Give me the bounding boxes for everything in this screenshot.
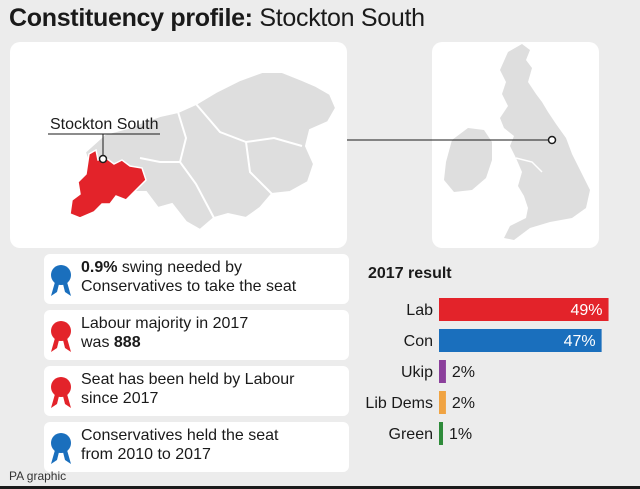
fact-held-labour: Seat has been held by Labour since 2017: [44, 366, 349, 416]
title-constituency: Stockton South: [252, 4, 425, 32]
rosette-icon: [51, 265, 71, 296]
fact-line-1: swing needed by: [117, 259, 242, 276]
bottom-rule: [0, 486, 640, 489]
fact-line-2: from 2010 to 2017: [81, 446, 211, 463]
bar-ukip: [439, 360, 446, 383]
rosette-icon: [51, 433, 71, 464]
fact-text: Conservatives held the seat from 2010 to …: [81, 426, 278, 464]
rosette-disc: [51, 433, 71, 453]
bar-value-label: 47%: [564, 333, 596, 350]
rosette-ribbon: [51, 338, 71, 352]
fact-text: 0.9% swing needed by Conservatives to tak…: [81, 258, 296, 296]
fact-held-conservatives: Conservatives held the seat from 2010 to …: [44, 422, 349, 472]
great-britain-shape: [500, 44, 590, 240]
bar-value-label: 2%: [452, 364, 475, 381]
rosette-icon: [51, 377, 71, 408]
rosette-disc: [51, 321, 71, 341]
fact-line-2: Conservatives to take the seat: [81, 278, 297, 295]
bar-category-label: Lib Dems: [365, 395, 433, 412]
fact-majority: Labour majority in 2017 was 888: [44, 310, 349, 360]
bar-category-label: Con: [404, 333, 433, 350]
chart-title: 2017 result: [368, 265, 452, 282]
constituency-map: Stockton South: [48, 71, 338, 232]
constituency-map-panel: Stockton South: [10, 42, 347, 248]
bar-value-label: 49%: [571, 302, 603, 319]
bar-category-label: Lab: [406, 302, 433, 319]
bar-category-label: Green: [389, 426, 433, 443]
boundary-line: [515, 157, 543, 173]
ireland-shape: [444, 128, 492, 192]
fact-swing: 0.9% swing needed by Conservatives to tak…: [44, 254, 349, 304]
rosette-ribbon: [51, 450, 71, 464]
fact-text: Seat has been held by Labour since 2017: [81, 370, 295, 408]
stockton-south-seat: [69, 148, 147, 219]
boundary-line: [139, 157, 180, 163]
bar-value-label: 1%: [449, 426, 472, 443]
fact-line-2: since 2017: [81, 390, 159, 407]
rosette-icon: [51, 321, 71, 352]
fact-line-1: Labour majority in 2017: [81, 315, 249, 332]
bar-lab: [439, 298, 609, 321]
source-credit: PA graphic: [9, 469, 67, 483]
rosette-disc: [51, 377, 71, 397]
page-title: Constituency profile: Stockton South: [9, 4, 425, 33]
fact-line-1: Seat has been held by Labour: [81, 371, 295, 388]
rosette-ribbon: [51, 394, 71, 408]
bar-category-label: Ukip: [401, 364, 433, 381]
seat-label: Stockton South: [50, 116, 159, 133]
uk-locator-panel: [432, 42, 599, 248]
rosette-ribbon: [51, 282, 71, 296]
bar-value-label: 2%: [452, 395, 475, 412]
bar-green: [439, 422, 443, 445]
seat-location-dot: [98, 154, 108, 164]
majority-value: 888: [113, 334, 141, 351]
fact-text: Labour majority in 2017 was 888: [81, 314, 248, 352]
rosette-disc: [51, 265, 71, 285]
surrounding-area-shape: [83, 71, 338, 232]
uk-locator-map: [444, 44, 590, 240]
swing-value: 0.9%: [81, 259, 118, 276]
bar-lib-dems: [439, 391, 446, 414]
bar-con: [439, 329, 602, 352]
fact-line-1: Conservatives held the seat: [81, 427, 279, 444]
fact-line-2: was: [81, 334, 114, 351]
title-prefix: Constituency profile:: [9, 4, 253, 32]
locator-dot: [547, 135, 557, 145]
boundary-line: [245, 141, 273, 195]
